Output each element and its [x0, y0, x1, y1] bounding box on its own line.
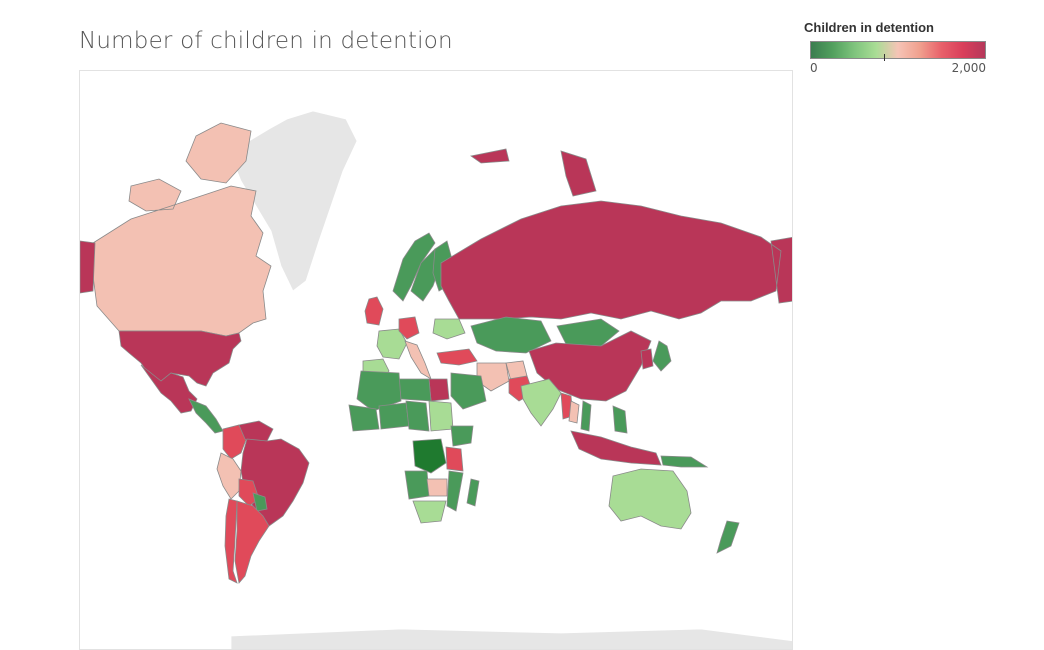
country-philippines[interactable] — [612, 405, 628, 434]
country-peru[interactable] — [216, 452, 242, 500]
page-title: Number of children in detention — [79, 28, 453, 54]
country-paraguay[interactable] — [252, 492, 268, 512]
country-canada[interactable] — [92, 122, 272, 337]
country-saudi-arabia[interactable] — [450, 372, 487, 410]
country-norway[interactable] — [392, 232, 436, 302]
country-chile[interactable] — [224, 498, 238, 584]
country-australia[interactable] — [608, 468, 692, 530]
country-kazakhstan[interactable] — [470, 316, 552, 354]
country-libya[interactable] — [398, 378, 432, 402]
country-new-zealand[interactable] — [716, 520, 740, 554]
country-south-africa[interactable] — [412, 500, 447, 524]
country-niger[interactable] — [378, 402, 410, 430]
country-egypt[interactable] — [428, 378, 450, 402]
country-madagascar[interactable] — [466, 478, 480, 507]
legend-max-label: 2,000 — [951, 61, 986, 75]
country-italy[interactable] — [404, 340, 432, 380]
legend-gradient-bar — [810, 41, 986, 61]
country-papua-new-guinea[interactable] — [660, 455, 709, 468]
country-ethiopia[interactable] — [450, 425, 474, 447]
legend-midpoint-tick — [884, 54, 885, 61]
country-korea[interactable] — [640, 348, 654, 370]
country-indonesia[interactable] — [570, 430, 662, 466]
country-mozambique[interactable] — [446, 470, 464, 512]
country-germany[interactable] — [398, 316, 420, 340]
country-india[interactable] — [520, 378, 562, 427]
country-alaska[interactable] — [80, 240, 96, 294]
country-chad[interactable] — [405, 400, 430, 432]
country-turkey[interactable] — [436, 348, 478, 366]
country-thailand[interactable] — [568, 400, 580, 424]
legend-title: Children in detention — [804, 20, 934, 35]
legend-min-label: 0 — [810, 61, 818, 75]
country-angola[interactable] — [404, 470, 430, 500]
country-tanzania[interactable] — [445, 446, 464, 472]
country-mali[interactable] — [348, 404, 380, 432]
country-japan[interactable] — [652, 340, 672, 372]
country-zambia[interactable] — [426, 478, 448, 497]
country-antarctica[interactable] — [230, 628, 793, 650]
country-mongolia[interactable] — [556, 318, 620, 347]
map-panel[interactable] — [79, 70, 793, 650]
country-ukraine[interactable] — [432, 318, 466, 340]
country-dr-congo[interactable] — [412, 438, 447, 474]
country-united-kingdom[interactable] — [364, 296, 384, 326]
country-russia[interactable] — [440, 148, 793, 320]
country-sudan[interactable] — [428, 400, 454, 432]
color-legend: Children in detention 0 2,000 — [804, 20, 994, 75]
country-argentina[interactable] — [234, 500, 270, 584]
world-map[interactable] — [80, 71, 793, 650]
country-central-america[interactable] — [188, 398, 224, 434]
country-vietnam[interactable] — [580, 400, 592, 432]
